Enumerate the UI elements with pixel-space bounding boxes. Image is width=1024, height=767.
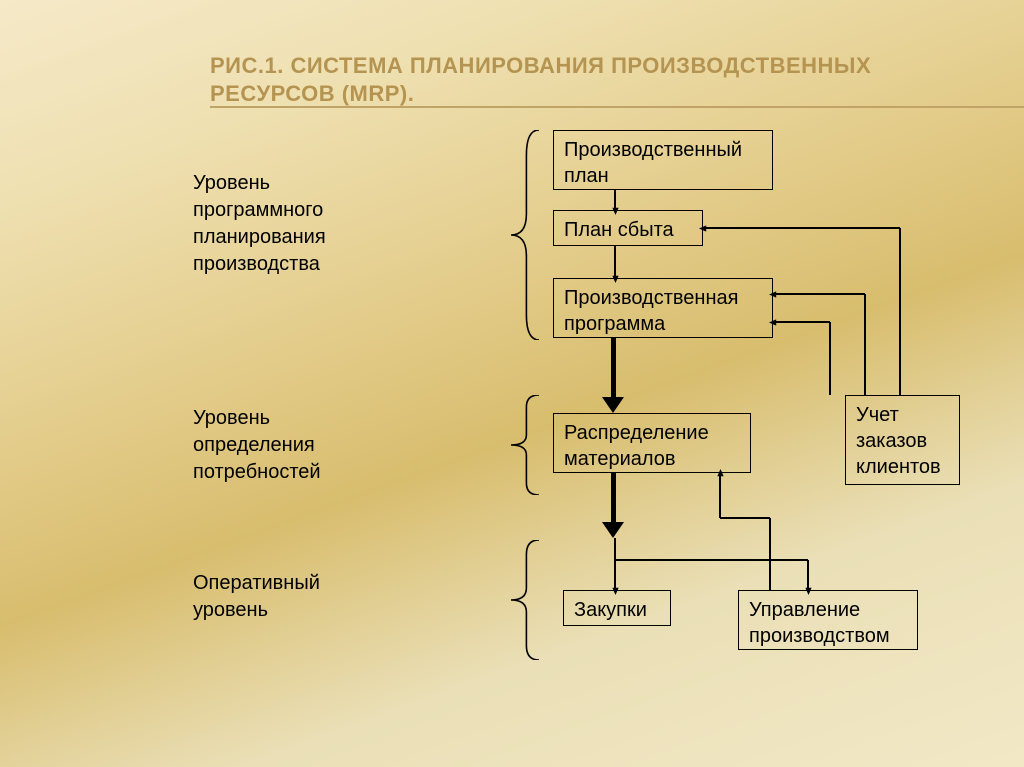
- node-b4: Распределениематериалов: [553, 413, 751, 473]
- edge-b3-b4: [611, 338, 616, 397]
- arrowhead: [611, 206, 620, 215]
- diagram-stage: РИС.1. СИСТЕМА ПЛАНИРОВАНИЯ ПРОИЗВОДСТВЕ…: [0, 0, 1024, 767]
- edge-b4-bot: [611, 473, 616, 522]
- brace-lvl2: [511, 395, 539, 495]
- title-underline: [210, 106, 1024, 108]
- arrowhead: [769, 318, 778, 327]
- node-b7: Учетзаказовклиентов: [845, 395, 960, 485]
- edge-b6-b4-v2: [719, 473, 721, 518]
- edge-b7-b3b-v: [829, 322, 831, 395]
- arrowhead-thick: [602, 397, 624, 413]
- node-b3: Производственнаяпрограмма: [553, 278, 773, 338]
- figure-title: РИС.1. СИСТЕМА ПЛАНИРОВАНИЯ ПРОИЗВОДСТВЕ…: [210, 52, 871, 107]
- node-b2: План сбыта: [553, 210, 703, 246]
- node-b1: Производственныйплан: [553, 130, 773, 190]
- level-label-lvl2: Уровеньопределенияпотребностей: [193, 405, 321, 486]
- edge-b7-b3a-v: [864, 294, 866, 395]
- arrowhead: [804, 586, 813, 595]
- arrowhead-thick: [602, 522, 624, 538]
- arrowhead: [611, 586, 620, 595]
- edge-b7-b2-h: [703, 227, 900, 229]
- level-label-lvl3: Оперативныйуровень: [193, 570, 320, 624]
- edge-split-h: [615, 559, 808, 561]
- node-b5: Закупки: [563, 590, 671, 626]
- arrowhead: [699, 224, 708, 233]
- edge-b7-b3b-h: [773, 321, 830, 323]
- edge-b7-b2-v: [899, 228, 901, 395]
- arrowhead: [716, 469, 725, 478]
- edge-b6-b4-h: [720, 517, 770, 519]
- arrowhead: [769, 290, 778, 299]
- arrowhead: [611, 274, 620, 283]
- level-label-lvl1: Уровеньпрограммногопланированияпроизводс…: [193, 170, 326, 278]
- node-b6: Управлениепроизводством: [738, 590, 918, 650]
- edge-split-v: [614, 538, 616, 560]
- brace-lvl3: [511, 540, 539, 660]
- edge-b6-b4-v: [769, 518, 771, 590]
- brace-lvl1: [511, 130, 539, 340]
- edge-b7-b3a-h: [773, 293, 865, 295]
